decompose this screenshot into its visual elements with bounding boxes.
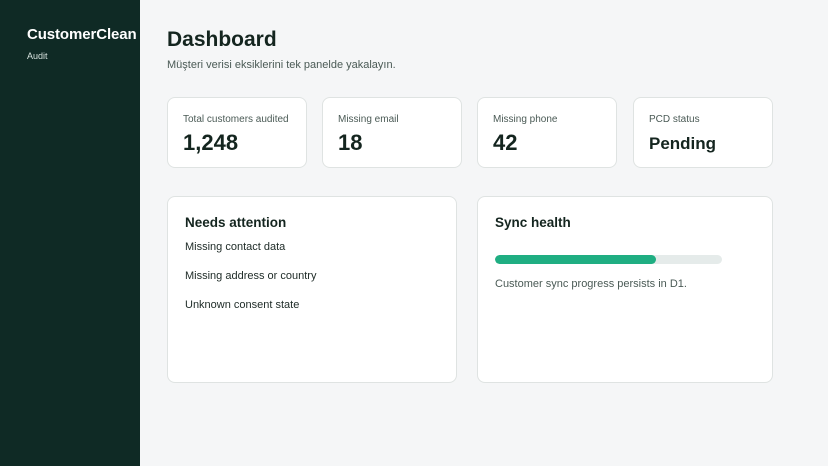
list-item: Missing contact data: [185, 241, 286, 253]
stat-value: 18: [338, 130, 363, 155]
sync-description: Customer sync progress persists in D1.: [495, 278, 687, 290]
stat-label: Missing phone: [493, 114, 558, 125]
stat-card-missing-phone: Missing phone 42: [477, 97, 617, 168]
stat-value: 42: [493, 130, 518, 155]
panel-title: Sync health: [495, 215, 571, 230]
stat-label: Missing email: [338, 114, 399, 125]
panel-title: Needs attention: [185, 215, 287, 230]
list-item: Unknown consent state: [185, 299, 300, 311]
brand-subtitle: Audit: [27, 51, 48, 61]
brand-name[interactable]: CustomerClean: [27, 26, 137, 43]
stat-value: 1,248: [183, 130, 239, 155]
page-subtitle: Müşteri verisi eksiklerini tek panelde y…: [167, 59, 396, 71]
main-content: Dashboard Müşteri verisi eksiklerini tek…: [140, 0, 828, 466]
stat-label: PCD status: [649, 114, 700, 125]
needs-attention-panel: Needs attention Missing contact data Mis…: [167, 196, 457, 383]
stat-label: Total customers audited: [183, 114, 289, 125]
status-value: Pending: [649, 134, 717, 153]
stat-card-total-customers: Total customers audited 1,248: [167, 97, 307, 168]
sync-progress-bar: [495, 255, 722, 264]
page-title: Dashboard: [167, 28, 277, 51]
attention-list: Missing contact data Missing address or …: [185, 240, 456, 327]
sync-health-panel: Sync health Customer sync progress persi…: [477, 196, 773, 383]
stat-card-missing-email: Missing email 18: [322, 97, 462, 168]
sync-progress-fill: [495, 255, 657, 264]
list-item: Missing address or country: [185, 270, 317, 282]
stat-card-pcd-status: PCD status Pending: [633, 97, 773, 168]
sidebar: CustomerClean Audit: [0, 0, 140, 466]
